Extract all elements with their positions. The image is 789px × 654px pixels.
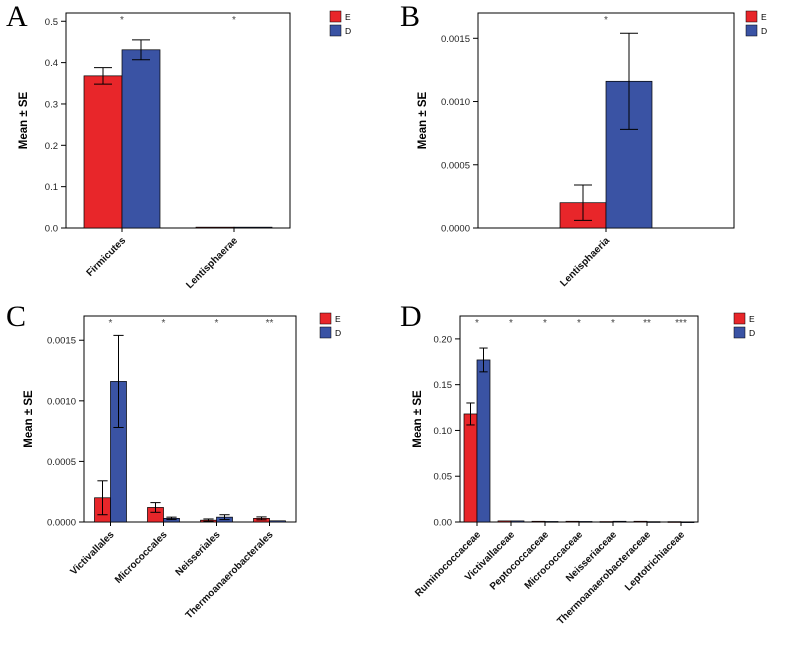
y-tick-label: 0.0010	[47, 396, 76, 407]
bar-D-0	[476, 359, 491, 523]
x-tick-label: Lentisphaeria	[558, 235, 612, 289]
panel-C-chart: 0.0000 0.0005 0.0010 0.0015 Mean ± SE * Victiv…	[23, 312, 341, 621]
bar-D-4	[612, 520, 627, 523]
panel-letter-B: B	[400, 0, 421, 33]
legend-label-D: D	[761, 26, 767, 36]
panel-C: C 0.0000 0.0005 0.0010 0.0015 Mean ± SE * Vict…	[0, 300, 394, 654]
significance-marker: *	[475, 318, 479, 329]
significance-marker: *	[509, 318, 513, 329]
legend-label-D: D	[749, 328, 755, 338]
panel-B-chart: 0.0000 0.0005 0.0010 0.0015 Mean ± SE * Lentis…	[417, 10, 767, 289]
bar-D-5	[646, 521, 661, 523]
significance-marker: *	[611, 318, 615, 329]
bar-D-3	[269, 520, 286, 523]
legend-label-E: E	[761, 12, 767, 22]
panel-A-chart: 0.0 0.1 0.2 0.3 0.4 0.5 Mean ± SE * Firmicutes * L…	[18, 10, 351, 291]
y-axis-title: Mean ± SE	[18, 91, 30, 149]
y-tick-label: 0.0000	[47, 518, 76, 529]
x-tick-label: Firmicutes	[85, 235, 129, 279]
bar-E-0	[83, 75, 123, 229]
x-tick-label: Lentisphaerae	[184, 235, 240, 291]
y-axis-title: Mean ± SE	[412, 390, 424, 448]
panel-A: A 0.0 0.1 0.2 0.3 0.4 0.5 Mean ± SE * Firmicutes…	[0, 0, 394, 300]
legend-label-E: E	[345, 12, 351, 22]
y-tick-label: 0.2	[45, 141, 58, 152]
legend-swatch-E	[733, 312, 746, 325]
significance-marker: *	[604, 15, 608, 26]
bar-D-6	[680, 521, 695, 523]
y-tick-label: 0.5	[45, 17, 58, 28]
bar-D-1	[233, 226, 273, 229]
legend-swatch-D	[745, 24, 758, 37]
legend-swatch-D	[329, 24, 342, 37]
legend-label-D: D	[335, 328, 341, 338]
legend-swatch-E	[319, 312, 332, 325]
y-tick-label: 0.0000	[441, 224, 470, 235]
significance-marker: *	[232, 15, 236, 26]
significance-marker: *	[577, 318, 581, 329]
legend-label-E: E	[335, 314, 341, 324]
significance-marker: *	[215, 318, 219, 329]
y-tick-label: 0.0010	[441, 97, 470, 108]
significance-marker: *	[120, 15, 124, 26]
panel-B: B 0.0000 0.0005 0.0010 0.0015 Mean ± SE * Lent…	[394, 0, 789, 300]
bar-E-2	[531, 520, 546, 523]
bar-D-1	[510, 520, 525, 523]
bar-E-0	[463, 413, 478, 523]
x-tick-label: Micrococcales	[113, 529, 170, 586]
y-tick-label: 0.4	[45, 58, 58, 69]
y-tick-label: 0.20	[434, 334, 453, 345]
y-tick-label: 0.0015	[441, 34, 470, 45]
x-tick-label: Peptococcaceae	[488, 529, 552, 593]
bar-D-3	[578, 521, 593, 523]
legend-swatch-E	[745, 10, 758, 23]
y-tick-label: 0.0005	[47, 457, 76, 468]
y-tick-label: 0.3	[45, 99, 58, 110]
y-axis-title: Mean ± SE	[417, 91, 429, 149]
x-tick-label: Ruminococcaceae	[413, 529, 483, 599]
bar-E-1	[497, 520, 512, 523]
bar-E-6	[667, 521, 682, 523]
x-tick-label: Leptotrichiaceae	[623, 529, 687, 593]
legend-label-E: E	[749, 314, 755, 324]
y-tick-label: 0.10	[434, 426, 453, 437]
panel-D-chart: 0.00 0.05 0.10 0.15 0.20 Mean ± SE * Ruminococc…	[412, 312, 755, 627]
legend-swatch-E	[329, 10, 342, 23]
panel-D: D 0.00 0.05 0.10 0.15 0.20 Mean ± SE * Ruminoco…	[394, 300, 789, 654]
significance-marker: **	[643, 318, 651, 329]
panel-letter-D: D	[400, 300, 422, 333]
x-tick-label: Thermoanaerobacterales	[184, 529, 276, 621]
plot-border	[459, 315, 699, 523]
plot-border	[65, 12, 291, 229]
bar-E-4	[599, 521, 614, 523]
y-axis-title: Mean ± SE	[23, 390, 35, 448]
significance-marker: **	[266, 318, 274, 329]
legend-label-D: D	[345, 26, 351, 36]
bar-E-5	[633, 520, 648, 523]
significance-marker: ***	[675, 318, 687, 329]
y-tick-label: 0.0005	[441, 160, 470, 171]
legend-swatch-D	[319, 326, 332, 339]
y-tick-label: 0.15	[434, 380, 453, 391]
bar-E-3	[565, 520, 580, 523]
plot-border	[83, 315, 297, 523]
legend-swatch-D	[733, 326, 746, 339]
y-tick-label: 0.1	[45, 182, 58, 193]
y-tick-label: 0.00	[434, 518, 453, 529]
x-tick-label: Neisseriales	[174, 529, 223, 578]
y-tick-label: 0.0	[45, 224, 58, 235]
bar-E-1	[195, 226, 235, 229]
y-tick-label: 0.0015	[47, 336, 76, 347]
panel-letter-C: C	[6, 300, 27, 333]
significance-marker: *	[543, 318, 547, 329]
x-tick-label: Micrococcaceae	[523, 529, 586, 592]
significance-marker: *	[109, 318, 113, 329]
y-tick-label: 0.05	[434, 472, 453, 483]
panel-letter-A: A	[6, 0, 28, 33]
bar-D-0	[121, 49, 161, 229]
x-tick-label: Victivallales	[68, 529, 116, 577]
significance-marker: *	[162, 318, 166, 329]
bar-D-2	[544, 521, 559, 523]
